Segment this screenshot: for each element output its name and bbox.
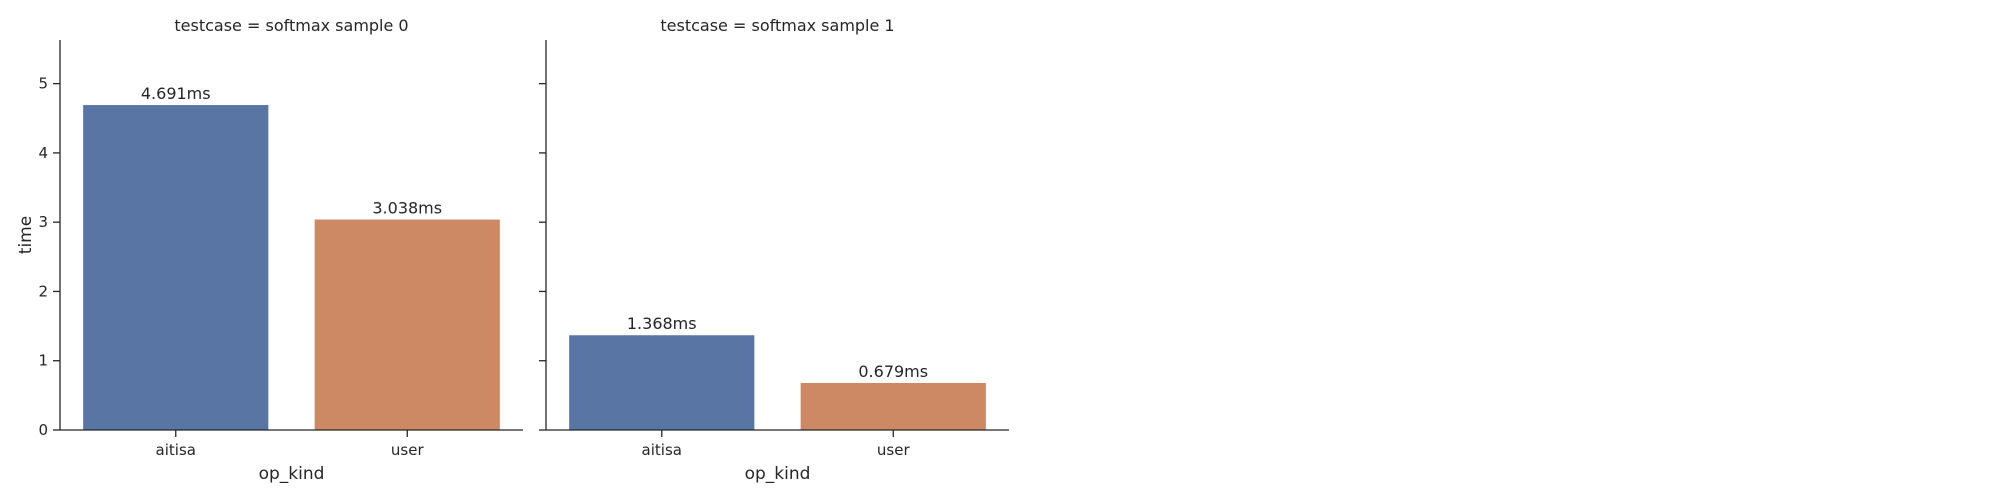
x-axis-label: op_kind	[259, 464, 325, 484]
data-label: 4.691ms	[141, 84, 211, 103]
y-tick-label: 0	[38, 421, 48, 439]
y-tick-label: 3	[38, 213, 48, 231]
y-tick-label: 1	[38, 352, 48, 370]
bar-user-panel-0	[314, 219, 500, 430]
x-tick-label: aitisa	[642, 441, 682, 459]
data-label: 3.038ms	[372, 199, 442, 218]
x-tick-label: aitisa	[156, 441, 196, 459]
x-tick-label: user	[391, 441, 425, 459]
y-axis-label: time	[16, 216, 36, 254]
y-tick-label: 4	[38, 144, 48, 162]
data-label: 0.679ms	[858, 362, 928, 381]
bar-aitisa-panel-0	[83, 105, 269, 431]
x-axis-label: op_kind	[745, 464, 811, 484]
x-tick-label: user	[877, 441, 911, 459]
y-tick-label: 5	[38, 75, 48, 93]
bar-aitisa-panel-1	[569, 335, 755, 430]
panel-title: testcase = softmax sample 0	[174, 16, 408, 35]
y-tick-label: 2	[38, 282, 48, 300]
data-label: 1.368ms	[627, 314, 697, 333]
panel-title: testcase = softmax sample 1	[660, 16, 894, 35]
bar-user-panel-1	[800, 382, 986, 430]
